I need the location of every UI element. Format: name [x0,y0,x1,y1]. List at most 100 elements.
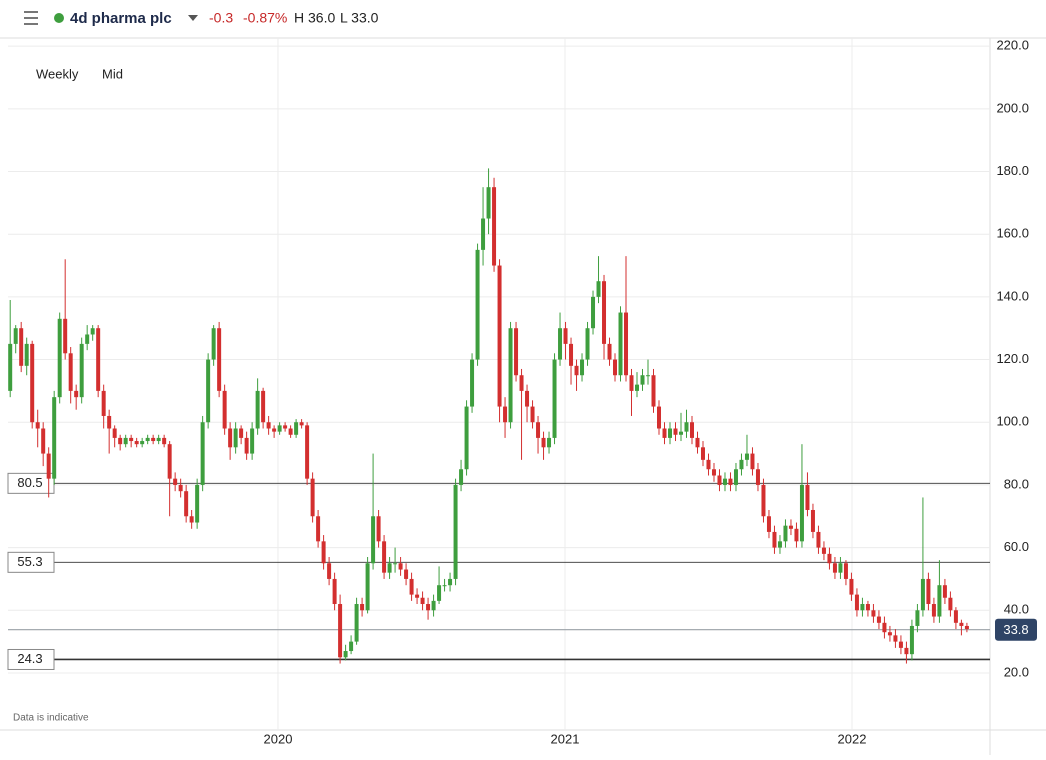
interval[interactable]: Weekly [36,66,79,81]
candle-body [607,343,612,360]
candle-body [354,604,359,642]
y-tick-label: 20.0 [1004,664,1029,679]
candle-body [558,328,563,360]
y-tick-label: 40.0 [1004,602,1029,617]
candle-body [134,441,139,445]
candle-body [700,447,705,460]
candle-body [68,353,73,391]
candle-body [35,422,40,429]
x-tick-label: 2022 [838,731,867,746]
candle-body [239,428,244,438]
candle-body [437,585,442,601]
candle-body [722,478,727,485]
candle-body [52,397,57,479]
candle-body [453,484,458,579]
candle-body [343,651,348,658]
candle-body [299,422,304,426]
note: Data is indicative [13,713,89,724]
candle-body [948,597,953,611]
candle-body [195,484,200,523]
candle-body [827,553,832,564]
candle-body [266,422,271,429]
candle-body [525,390,530,407]
candle-body [442,585,447,587]
candle-body [145,437,150,442]
candle-body [310,478,315,517]
candle-body [788,525,793,529]
candle-body [112,428,117,438]
change-pct: -0.87% [243,10,287,26]
candle-body [222,390,227,429]
candle-body [382,541,387,573]
candle-body [420,597,425,605]
candle-body [519,375,524,391]
instrument-name[interactable]: 4d pharma plc [70,10,172,27]
candle-body [41,428,46,454]
candle-body [486,187,491,219]
candle-body [964,625,969,630]
y-tick-label: 100.0 [996,414,1029,429]
candle-body [832,563,837,573]
candle-body [288,428,293,435]
candle-body [810,509,815,532]
candle-body [865,604,870,611]
candle-body [349,641,354,652]
candle-body [228,428,233,448]
candle-body [118,437,123,445]
level-label: 55.3 [17,554,42,569]
candle-body [409,578,414,595]
menu-icon[interactable] [24,11,38,25]
candle-body [156,437,161,442]
low: L 33.0 [340,10,379,26]
candle-body [942,585,947,598]
candle-body [211,328,216,360]
candle-body [750,453,755,470]
candle-body [706,459,711,470]
high: H 36.0 [294,10,335,26]
candle-body [178,484,183,492]
candle-body [393,563,398,565]
candle-body [739,459,744,470]
candle-body [151,437,156,442]
candle-body [107,415,112,429]
candle-body [755,469,760,485]
candle-body [876,616,881,623]
candle-body [294,422,299,435]
candle-body [448,578,453,586]
candle-body [580,359,585,376]
price-type[interactable]: Mid [102,66,123,81]
candle-body [371,516,376,564]
candle-body [882,622,887,633]
candle-body [563,328,568,344]
candle-body [206,359,211,423]
candle-body [799,484,804,542]
candle-body [514,328,519,376]
candle-body [794,528,799,542]
candle-body [96,328,101,391]
candle-body [503,406,508,423]
candle-body [646,375,651,377]
x-tick-label: 2020 [264,731,293,746]
candle-body [667,428,672,438]
candle-body [338,604,343,658]
y-tick-label: 140.0 [996,288,1029,303]
candle-body [123,437,128,445]
candle-body [481,218,486,250]
candle-body [744,453,749,460]
candle-body [129,437,134,442]
candle-body [695,437,700,448]
candle-body [805,484,810,510]
candle-body [783,525,788,542]
candle-body [283,425,288,429]
candle-body [893,635,898,642]
last-price-label: 33.8 [1003,622,1028,637]
y-tick-label: 180.0 [996,163,1029,178]
candle-body [19,328,24,366]
candle-body [459,469,464,485]
candle-body [387,563,392,573]
candle-body [327,563,332,579]
candle-body [173,478,178,485]
dropdown-arrow[interactable] [188,15,198,21]
candle-body [360,604,365,611]
